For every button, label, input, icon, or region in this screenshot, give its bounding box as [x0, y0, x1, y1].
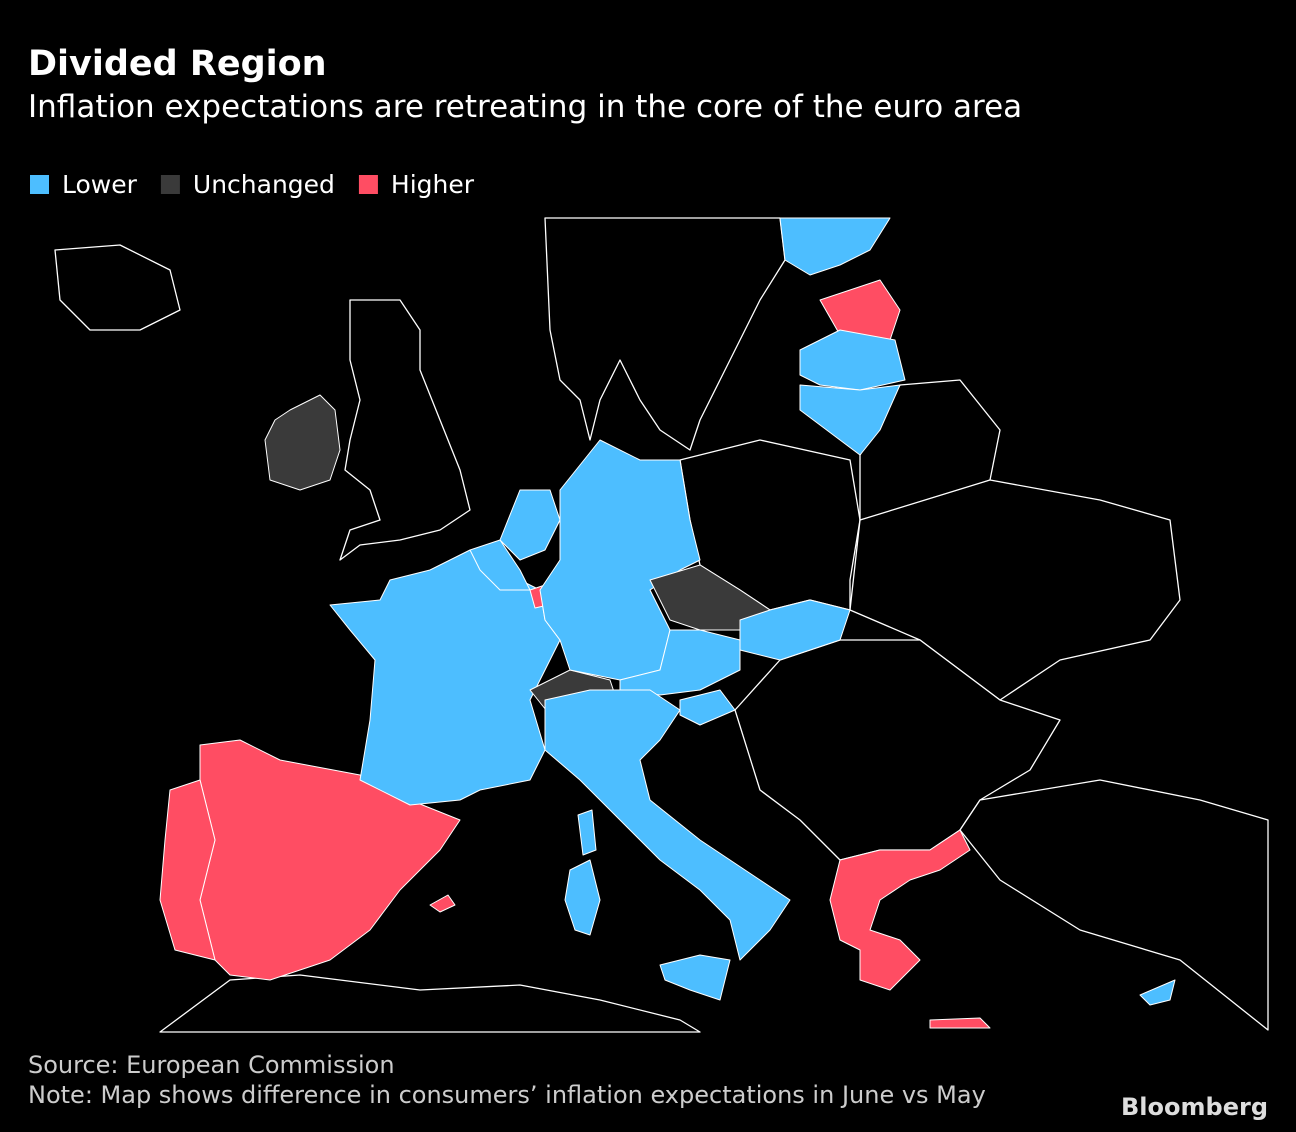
country	[577, 809, 597, 856]
map	[54, 217, 1269, 1033]
country	[264, 394, 341, 491]
source: Source: European Commission	[28, 1051, 395, 1079]
legend-label: Unchanged	[193, 170, 335, 199]
country	[159, 779, 216, 961]
land	[544, 217, 786, 451]
subtitle: Inflation expectations are retreating in…	[28, 89, 1022, 125]
country	[544, 689, 791, 961]
country	[659, 954, 731, 1001]
country	[819, 279, 901, 341]
country	[1139, 979, 1176, 1006]
title: Divided Region	[28, 44, 327, 84]
legend-swatch	[358, 175, 378, 194]
country	[679, 689, 736, 726]
country	[929, 1017, 991, 1029]
legend-label: Lower	[62, 170, 138, 199]
country	[779, 217, 891, 276]
country	[564, 859, 601, 936]
country	[329, 549, 561, 806]
land	[959, 779, 1269, 1031]
legend-swatch	[160, 175, 180, 194]
brand-logo: Bloomberg	[1121, 1093, 1268, 1121]
land	[339, 299, 471, 561]
legend-swatch	[30, 175, 49, 194]
land	[54, 244, 181, 331]
note: Note: Map shows difference in consumers’…	[28, 1081, 986, 1109]
legend: Lower Unchanged Higher	[30, 170, 475, 199]
country	[799, 384, 901, 456]
country	[829, 829, 971, 991]
country	[799, 329, 906, 391]
country	[429, 894, 456, 913]
land	[849, 479, 1181, 701]
country	[739, 599, 851, 661]
legend-label: Higher	[391, 170, 475, 199]
